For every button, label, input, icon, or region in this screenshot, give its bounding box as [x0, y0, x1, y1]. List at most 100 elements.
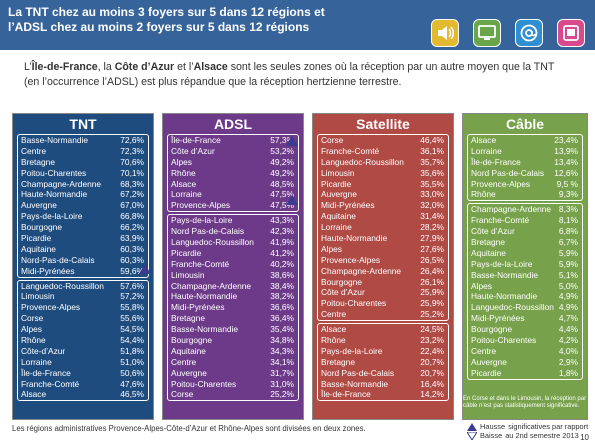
- region-value: 20,7%: [420, 356, 444, 367]
- region-name: Rhône: [471, 189, 496, 200]
- table-row: Alpes 49,2%: [168, 157, 298, 168]
- region-value: 23,2%: [420, 335, 444, 346]
- region-value: 43,3%: [270, 215, 294, 226]
- region-value: 63,9%: [120, 233, 144, 244]
- table-row: Bretagne 6,7%: [468, 237, 582, 248]
- monitor-icon[interactable]: [473, 19, 501, 47]
- region-name: Corse: [171, 389, 194, 400]
- table-row: Pays-de-la-Loire 5,9%: [468, 259, 582, 270]
- table-row: Côte d’Azur 25,9%: [318, 287, 448, 298]
- region-value: 34,3%: [270, 345, 294, 356]
- satellite-group: Alsace 24,5% Rhône 23,2% Pays-de-la-Loire 22,…: [317, 323, 449, 402]
- table-row: Alsace 23,4%: [468, 135, 582, 146]
- table-row: Rhône 54,4%: [18, 335, 148, 346]
- highlight-ile-de-france: Île-de-France: [31, 61, 98, 73]
- region-name: Rhône: [171, 167, 196, 178]
- table-row: Aquitaine 34,3%: [168, 346, 298, 357]
- table-row: Centre 25,2%: [318, 309, 448, 320]
- tablet-icon[interactable]: [557, 19, 585, 47]
- region-name: Languedoc-Roussillon: [21, 280, 104, 291]
- region-value: 36,6%: [270, 302, 294, 313]
- region-value: 57,6%: [120, 280, 144, 291]
- legend-up-label: Hausse: [480, 422, 506, 431]
- region-name: Île-de-France: [21, 367, 71, 378]
- region-value: 47,6%: [120, 378, 144, 389]
- footnote: Les régions administratives Provence-Alp…: [12, 424, 366, 433]
- region-value: 35,7%: [420, 156, 444, 167]
- tnt-group: Basse-Normandie 72,6% Centre 72,3% Bretagne 7…: [17, 134, 149, 278]
- table-row: Provence-Alpes 55,8%: [18, 302, 148, 313]
- table-row: Bretagne 20,7%: [318, 357, 448, 368]
- table-row: Lorraine 51,0%: [18, 357, 148, 368]
- region-name: Picardie: [321, 178, 352, 189]
- region-value: 35,4%: [270, 324, 294, 335]
- region-name: Nord-Pas-de-Calais: [21, 254, 95, 265]
- table-row: Pays-de-la-Loire 22,4%: [318, 346, 448, 357]
- region-name: Bourgogne: [21, 222, 62, 233]
- cable-group: Champagne-Ardenne 8,3% Franche-Comté 8,1% Cô…: [467, 203, 583, 380]
- table-row: Limousin 35,6%: [318, 168, 448, 179]
- table-row: Franche-Comté 36,1%: [318, 146, 448, 157]
- table-row: Rhône 9,3%: [468, 189, 582, 200]
- table-row: Limousin 38,6%: [168, 270, 298, 281]
- table-row: Pays-de-la-Loire 66,8%: [18, 211, 148, 222]
- region-value: 38,2%: [270, 291, 294, 302]
- table-row: Bourgogne 66,2%: [18, 222, 148, 233]
- table-row: Alpes 54,5%: [18, 324, 148, 335]
- table-row: Île-de-France 13,4%: [468, 157, 582, 168]
- region-name: Lorraine: [171, 189, 202, 200]
- region-value: 6,8%: [558, 226, 578, 237]
- region-name: Franche-Comté: [321, 145, 380, 156]
- region-name: Auvergne: [471, 356, 507, 367]
- region-value: 48,5%: [270, 178, 294, 189]
- region-value: 13,9%: [554, 145, 578, 156]
- region-name: Lorraine: [21, 356, 52, 367]
- table-row: Provence-Alpes 47,5%: [168, 200, 298, 211]
- increase-marker-icon: [139, 264, 151, 274]
- table-row: Franche-Comté 40,2%: [168, 259, 298, 270]
- adsl-group: Pays-de-la-Loire 43,3% Nord Pas-de-Calais 4…: [167, 214, 299, 402]
- region-value: 68,3%: [120, 178, 144, 189]
- region-name: Basse-Normandie: [321, 378, 389, 389]
- region-value: 32,0%: [420, 200, 444, 211]
- region-value: 51,0%: [120, 356, 144, 367]
- table-row: Languedoc-Roussillon 57,6%: [18, 281, 148, 292]
- table-row: Corse 55,6%: [18, 313, 148, 324]
- table-row: Midi-Pyrénées 32,0%: [318, 200, 448, 211]
- region-name: Basse-Normandie: [171, 324, 239, 335]
- region-name: Franche-Comté: [471, 215, 530, 226]
- region-value: 50,6%: [120, 367, 144, 378]
- region-value: 72,3%: [120, 145, 144, 156]
- region-value: 46,5%: [120, 389, 144, 400]
- panel-adsl: ADSL Île-de-France 57,3% Côte d’Azur 53,2% A…: [162, 113, 304, 420]
- header-bar: La TNT chez au moins 3 foyers sur 5 dans…: [0, 0, 595, 50]
- table-row: Auvergne 67,0%: [18, 200, 148, 211]
- region-value: 24,5%: [420, 324, 444, 335]
- satellite-group: Corse 46,4% Franche-Comté 36,1% Languedoc-Ro…: [317, 134, 449, 322]
- region-name: Alsace: [21, 389, 47, 400]
- increase-marker-icon: [286, 136, 298, 146]
- table-row: Auvergne 33,0%: [318, 189, 448, 200]
- region-name: Picardie: [471, 367, 502, 378]
- legend: Hausse significatives par rapport Baisse…: [467, 422, 588, 440]
- region-name: Languedoc-Roussillon: [171, 237, 254, 248]
- region-value: 34,8%: [270, 335, 294, 346]
- region-name: Centre: [171, 356, 197, 367]
- region-value: 26,5%: [420, 254, 444, 265]
- region-value: 49,2%: [270, 156, 294, 167]
- at-icon[interactable]: [515, 19, 543, 47]
- table-row: Picardie 1,8%: [468, 368, 582, 379]
- adsl-group: Île-de-France 57,3% Côte d’Azur 53,2% Alpes 4…: [167, 134, 299, 213]
- region-value: 25,9%: [420, 298, 444, 309]
- region-value: 4,7%: [558, 313, 578, 324]
- region-name: Aquitaine: [21, 243, 56, 254]
- region-value: 35,5%: [420, 178, 444, 189]
- speaker-icon[interactable]: [431, 19, 459, 47]
- region-value: 53,2%: [270, 145, 294, 156]
- region-name: Alsace: [471, 135, 497, 145]
- panel-title-tnt: TNT: [13, 114, 153, 134]
- region-name: Bourgogne: [321, 276, 362, 287]
- table-row: Poitou-Charentes 25,9%: [318, 298, 448, 309]
- region-name: Côte d’Azur: [171, 145, 215, 156]
- table-row: Basse-Normandie 35,4%: [168, 324, 298, 335]
